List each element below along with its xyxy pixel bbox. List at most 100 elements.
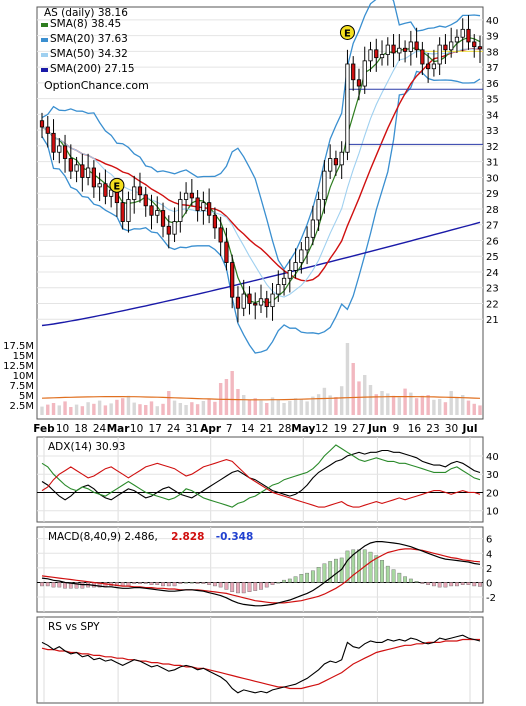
macd-histogram-bar: [132, 582, 137, 584]
macd-histogram-bar: [230, 582, 235, 592]
volume-bar: [316, 394, 321, 415]
volume-bar: [432, 399, 436, 415]
date-tick-label: Jul: [462, 423, 478, 435]
volume-bar: [270, 397, 275, 415]
candle-body: [207, 202, 212, 216]
macd-histogram-bar: [299, 574, 304, 583]
date-tick-label: 17: [148, 423, 161, 435]
volume-bar: [368, 385, 373, 415]
price-tick-label: 28: [486, 205, 499, 216]
price-tick-label: 34: [486, 110, 499, 121]
macd-histogram-bar: [45, 582, 50, 587]
rs-label: RS vs SPY: [48, 621, 100, 633]
adx-panel: 40 30 20 10 ADX(14) 30.93: [36, 436, 499, 523]
candle-body: [195, 197, 200, 211]
candle-body: [51, 132, 56, 153]
volume-bar: [282, 403, 286, 415]
candle-body: [91, 167, 96, 188]
volume-bar: [466, 400, 471, 415]
macd-histogram-bar: [247, 582, 252, 592]
adx-y-axis: 40 30 20 10: [486, 452, 499, 518]
macd-y-axis: 6 4 2 0 -2: [486, 535, 496, 604]
price-tick-label: 37: [486, 63, 499, 74]
macd-histogram-bar: [264, 582, 269, 588]
candle-body: [362, 60, 367, 87]
macd-histogram-bar: [259, 582, 263, 590]
adx-label: ADX(14) 30.93: [48, 441, 125, 453]
date-tick-label: 30: [445, 423, 458, 435]
candle-body: [437, 44, 442, 65]
volume-bar: [230, 371, 234, 415]
candle-body: [80, 164, 85, 178]
volume-bar: [386, 393, 390, 415]
date-tick-label: 10: [56, 423, 69, 435]
volume-bar: [184, 405, 188, 415]
volume-bar: [455, 397, 459, 415]
date-tick-label: 12: [315, 423, 328, 435]
macd-histogram-bar: [218, 582, 223, 588]
candle-body: [420, 49, 425, 65]
candle-body: [270, 293, 275, 308]
candle-body: [132, 186, 137, 200]
candle-body: [431, 63, 437, 70]
date-tick-label: 27: [352, 423, 365, 435]
adx-tick-label: 10: [486, 507, 499, 518]
price-tick-label: 24: [486, 268, 499, 279]
date-tick-label: 31: [185, 423, 198, 435]
volume-bar: [178, 403, 183, 415]
date-tick-label: 16: [408, 423, 422, 435]
volume-bar: [334, 397, 338, 415]
adx-lines: [41, 444, 481, 508]
date-tick-label: May: [291, 423, 315, 435]
volume-bar: [449, 391, 453, 415]
candle-body: [443, 44, 448, 51]
volume-bar: [132, 402, 136, 415]
candle-body: [477, 46, 483, 50]
candle-body: [351, 63, 356, 81]
date-tick-label: 28: [278, 423, 291, 435]
candle-body: [368, 49, 373, 62]
macd-label-blue-value: -0.348: [216, 531, 254, 543]
volume-bar: [351, 363, 355, 415]
legend-swatch: [41, 38, 48, 42]
volume-bar: [213, 401, 217, 415]
macd-histogram-bar: [310, 570, 315, 583]
volume-bar: [46, 404, 50, 415]
candle-body: [385, 44, 390, 55]
macd-histogram-bar: [403, 576, 407, 583]
date-tick-label: Apr: [200, 423, 222, 435]
macd-histogram-bar: [345, 550, 350, 583]
volume-bar: [276, 399, 280, 415]
candle-body: [212, 214, 218, 229]
macd-histogram-bar: [351, 549, 356, 583]
macd-histogram-bar: [57, 582, 62, 588]
macd-tick-label: 6: [486, 535, 492, 546]
volume-bar: [259, 400, 263, 415]
volume-moving-average: [41, 396, 481, 401]
price-tick-label: 35: [486, 95, 499, 106]
volume-tick-label: 5M: [19, 391, 34, 402]
volume-bar: [51, 403, 56, 415]
volume-tick-label: 7.5M: [9, 381, 34, 392]
candle-body: [264, 298, 269, 308]
macd-line: [41, 540, 481, 607]
macd-histogram-bar: [276, 582, 281, 584]
date-tick-label: 7: [226, 423, 233, 435]
macd-histogram-bar: [380, 560, 384, 583]
date-tick-label: 21: [260, 423, 273, 435]
volume-bar: [265, 403, 269, 415]
candle-body: [85, 167, 91, 178]
candle-body: [183, 192, 189, 200]
date-tick-label: 23: [426, 423, 439, 435]
price-panel: EE 4039383736353433323130292827262524232…: [3, 0, 499, 420]
volume-bar: [247, 399, 252, 415]
volume-bars: [40, 343, 482, 415]
macd-histogram-bar: [478, 582, 482, 587]
macd-histogram-bar: [414, 581, 419, 583]
candle-body: [391, 44, 396, 54]
volume-bar: [443, 402, 448, 415]
volume-bar: [115, 399, 119, 415]
candle-body: [166, 225, 171, 235]
macd-histogram-bar: [472, 582, 477, 587]
